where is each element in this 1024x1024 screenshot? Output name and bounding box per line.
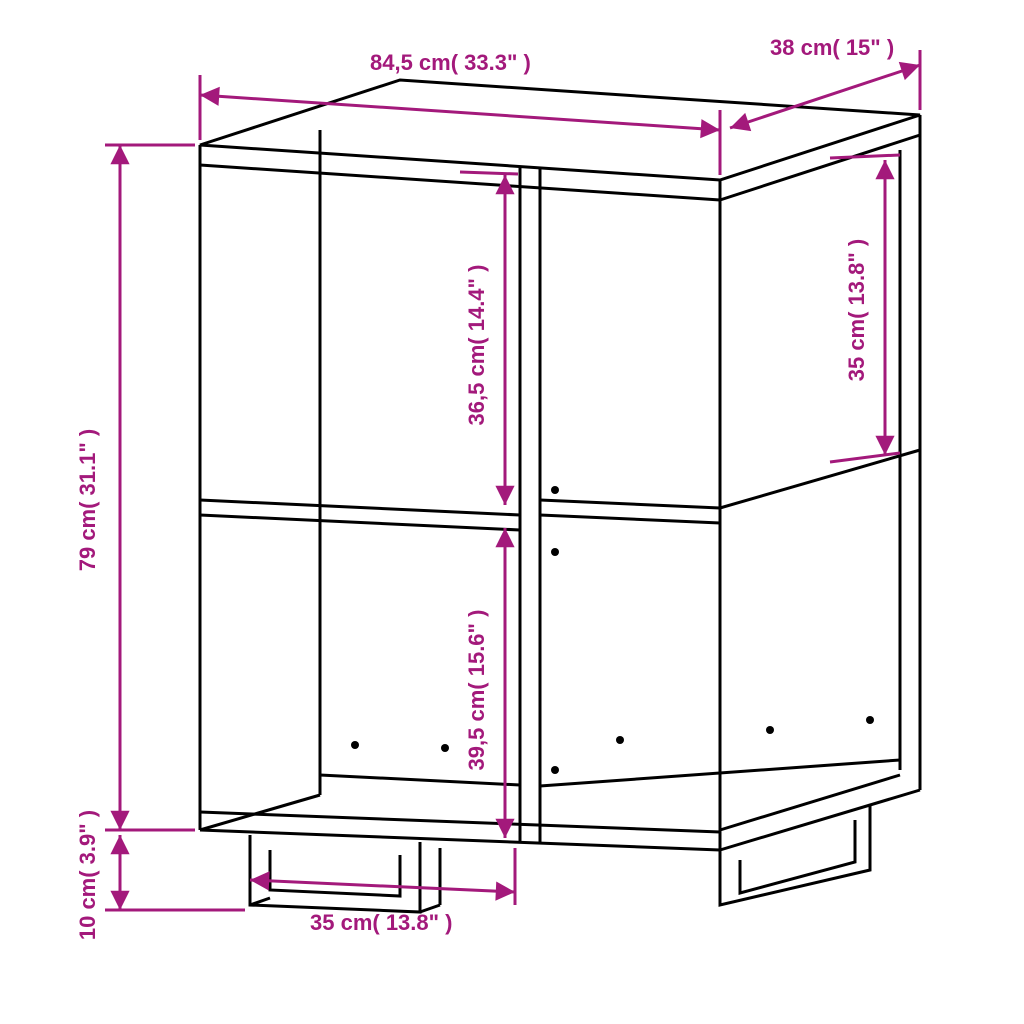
dim-label-left-height: 79 cm( 31.1" ) bbox=[75, 429, 100, 572]
hole bbox=[551, 766, 559, 774]
furniture-dimension-diagram: 84,5 cm( 33.3" ) 38 cm( 15" ) 79 cm( 31.… bbox=[0, 0, 1024, 1024]
dim-label-mid-lower: 39,5 cm( 15.6" ) bbox=[464, 610, 489, 771]
dim-label-bottom-width: 35 cm( 13.8" ) bbox=[310, 910, 453, 935]
cabinet-outline bbox=[200, 80, 920, 912]
bottom-thickness-front bbox=[200, 812, 720, 832]
dim-label-left-leg: 10 cm( 3.9" ) bbox=[75, 810, 100, 940]
shelf-thick-right bbox=[540, 515, 720, 523]
hole bbox=[351, 741, 359, 749]
front-bottom-edge bbox=[200, 830, 720, 850]
left-leg-outer bbox=[250, 835, 420, 912]
shelf-front-right bbox=[540, 500, 720, 508]
hole bbox=[441, 744, 449, 752]
dim-line-top-width bbox=[200, 95, 720, 130]
dim-label-top-depth: 38 cm( 15" ) bbox=[770, 35, 894, 60]
dim-label-top-width: 84,5 cm( 33.3" ) bbox=[370, 50, 531, 75]
top-face bbox=[200, 80, 920, 180]
shelf-thick-left bbox=[200, 515, 520, 530]
right-leg-outer bbox=[720, 805, 870, 905]
hole bbox=[866, 716, 874, 724]
hole bbox=[766, 726, 774, 734]
hole bbox=[551, 548, 559, 556]
hole bbox=[616, 736, 624, 744]
dim-ext-mid-upper-t bbox=[460, 172, 518, 174]
inner-floor-left bbox=[320, 775, 520, 785]
shelf-front-left bbox=[200, 500, 520, 515]
dim-line-top-depth bbox=[730, 65, 920, 128]
hole bbox=[551, 486, 559, 494]
top-thickness-front bbox=[200, 165, 720, 200]
top-thickness-side bbox=[720, 135, 920, 200]
dim-ext-right-upper-t bbox=[830, 155, 900, 158]
left-leg-inner bbox=[270, 850, 400, 896]
right-leg-inner bbox=[740, 820, 855, 893]
dim-label-mid-upper: 36,5 cm( 14.4" ) bbox=[464, 265, 489, 426]
shelf-depth-right bbox=[720, 450, 920, 508]
dim-label-right-upper: 35 cm( 13.8" ) bbox=[844, 239, 869, 382]
